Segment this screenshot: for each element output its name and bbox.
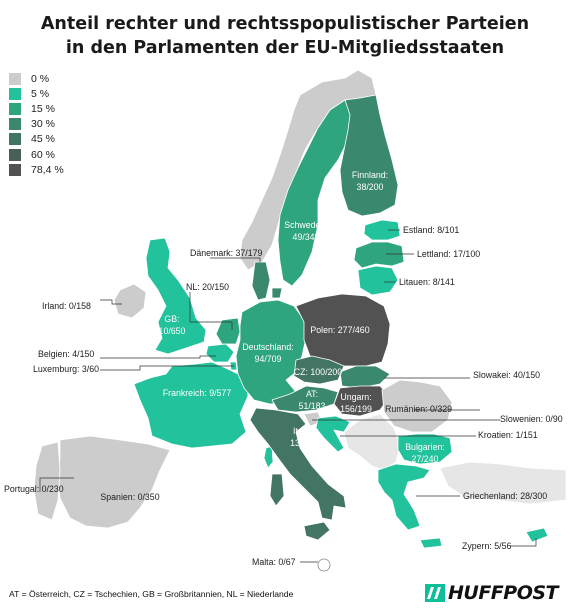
- country-sardinia: [269, 473, 285, 507]
- country-spain: [57, 435, 171, 529]
- region-western-balkans: [343, 413, 401, 471]
- label-italy-seats: 136/630: [290, 438, 322, 448]
- legend-label: 45 %: [31, 133, 55, 146]
- legend-item: 15 %: [9, 101, 64, 116]
- country-estonia: [363, 219, 401, 241]
- huffpost-wordmark: HUFFPOST: [448, 582, 559, 604]
- label-france: Frankreich: 9/577: [163, 388, 232, 398]
- country-croatia: [315, 415, 351, 453]
- label-slovakia: Slowakei: 40/150: [473, 370, 540, 380]
- legend-item: 30 %: [9, 117, 64, 132]
- label-belgium: Belgien: 4/150: [38, 349, 94, 359]
- legend-swatch: [9, 148, 21, 161]
- label-austria-seats: 51/183: [299, 401, 326, 411]
- label-lithuania: Litauen: 8/141: [399, 277, 455, 287]
- legend-item: 0 %: [9, 71, 64, 86]
- legend-label: 15 %: [31, 102, 55, 115]
- label-spain: Spanien: 0/350: [100, 492, 159, 502]
- label-gb-name: GB:: [164, 314, 179, 324]
- country-italy: [249, 407, 347, 521]
- country-sicily: [303, 521, 331, 541]
- legend-swatch: [9, 163, 21, 176]
- legend-label: 60 %: [31, 148, 55, 161]
- label-netherlands: NL: 20/150: [186, 282, 229, 292]
- label-estonia: Estland: 8/101: [403, 225, 459, 235]
- country-denmark: [251, 261, 283, 301]
- country-greece: [377, 463, 443, 549]
- label-czech: CZ: 100/200: [294, 367, 343, 377]
- country-hungary: [333, 385, 391, 417]
- country-czech: [293, 355, 345, 385]
- country-france: [133, 361, 249, 449]
- country-lithuania: [357, 265, 399, 296]
- label-croatia: Kroatien: 1/151: [478, 430, 538, 440]
- label-hungary-name: Ungarn:: [340, 392, 371, 402]
- label-romania: Rumänien: 0/329: [385, 404, 452, 414]
- legend-swatch: [9, 118, 21, 131]
- leader-lines: [39, 229, 537, 563]
- legend-item: 78,4 %: [9, 162, 64, 177]
- legend-swatch: [9, 87, 21, 100]
- title-line-1: Anteil rechter und rechtsspopulistischer…: [40, 14, 530, 34]
- label-finland-name: Finnland:: [352, 170, 388, 180]
- legend-label: 0 %: [31, 72, 50, 85]
- label-ireland: Irland: 0/158: [42, 301, 91, 311]
- label-italy-name: Italien:: [293, 426, 319, 436]
- legend-label: 5 %: [31, 87, 50, 100]
- country-finland: [339, 94, 399, 217]
- label-gb-seats: 10/650: [159, 326, 186, 336]
- country-poland: [295, 293, 391, 367]
- country-uk: [145, 237, 207, 355]
- country-labels-outside: Estland: 8/101 Lettland: 17/100 Litauen:…: [4, 225, 563, 567]
- legend-swatch: [9, 72, 21, 85]
- legend: 0 % 5 % 15 % 30 % 45 % 60 % 78,4 %: [9, 71, 64, 177]
- map-title: Anteil rechter und rechtsspopulistischer…: [0, 12, 570, 60]
- country-latvia: [353, 241, 405, 269]
- legend-item: 45 %: [9, 132, 64, 147]
- label-bulgaria-name: Bulgarien:: [405, 442, 445, 452]
- label-slovenia: Slowenien: 0/90: [500, 414, 563, 424]
- label-denmark: Dänemark: 37/179: [190, 248, 262, 258]
- country-malta: [317, 558, 331, 572]
- title-line-2: in den Parlamenten der EU-Mitgliedsstaat…: [65, 38, 505, 58]
- country-germany: [235, 299, 307, 405]
- label-sweden-seats: 49/349: [293, 232, 320, 242]
- label-germany-name: Deutschland:: [242, 342, 293, 352]
- region-turkey: [439, 461, 567, 505]
- country-labels-inside: Finnland: 38/200 Schweden: 49/349 GB: 10…: [100, 170, 444, 502]
- footnote: AT = Österreich, CZ = Tschechien, GB = G…: [9, 589, 294, 599]
- country-ireland: [113, 283, 147, 319]
- country-slovakia: [339, 365, 391, 389]
- label-poland: Polen: 277/460: [310, 325, 369, 335]
- label-greece: Griechenland: 28/300: [463, 491, 547, 501]
- country-cyprus: [525, 527, 549, 543]
- legend-item: 5 %: [9, 86, 64, 101]
- huffpost-mark-icon: [425, 584, 445, 602]
- country-belgium: [205, 343, 235, 363]
- label-bulgaria-seats: 27/240: [412, 454, 439, 464]
- country-netherlands: [215, 317, 241, 345]
- country-portugal: [33, 441, 61, 521]
- legend-swatch: [9, 133, 21, 146]
- label-germany-seats: 94/709: [255, 354, 282, 364]
- label-finland-seats: 38/200: [357, 182, 384, 192]
- legend-label: 30 %: [31, 118, 55, 131]
- label-austria-name: AT:: [306, 389, 318, 399]
- label-hungary-seats: 156/199: [340, 404, 372, 414]
- label-latvia: Lettland: 17/100: [417, 249, 480, 259]
- legend-swatch: [9, 102, 21, 115]
- country-bulgaria: [397, 433, 453, 465]
- label-malta: Malta: 0/67: [252, 557, 296, 567]
- label-cyprus: Zypern: 5/56: [462, 541, 511, 551]
- legend-item: 60 %: [9, 147, 64, 162]
- label-luxembourg: Luxemburg: 3/60: [33, 364, 99, 374]
- huffpost-logo: HUFFPOST: [425, 582, 559, 604]
- label-portugal: Portugal: 0/230: [4, 484, 64, 494]
- legend-label: 78,4 %: [31, 163, 64, 176]
- label-sweden-name: Schweden:: [284, 220, 328, 230]
